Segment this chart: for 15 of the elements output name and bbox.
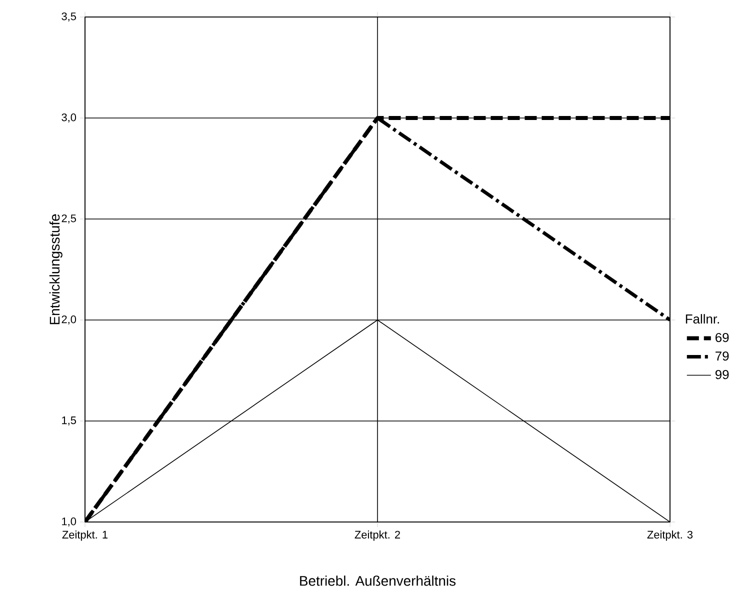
- y-tick-label: 2,5: [62, 214, 76, 224]
- x-axis-title: Betriebl. Außenverhältnis: [300, 576, 456, 586]
- x-tick-label: Zeitpkt. 2: [354, 530, 400, 541]
- y-tick-label: 3,0: [62, 113, 76, 123]
- y-tick-label: 1,5: [62, 416, 76, 426]
- legend-label: 69: [716, 332, 729, 342]
- legend-title: Fallnr.: [686, 314, 719, 324]
- y-tick-label: 2,0: [62, 315, 76, 325]
- x-tick-label: Zeitpkt. 1: [62, 530, 108, 541]
- legend-label: 79: [716, 351, 729, 361]
- y-tick-label: 1,0: [62, 517, 76, 527]
- x-tick-label: Zeitpkt. 3: [647, 530, 693, 541]
- y-tick-label: 3,5: [62, 12, 76, 22]
- y-axis-title: Entwicklungsstufe: [49, 214, 62, 324]
- legend-label: 99: [716, 370, 729, 380]
